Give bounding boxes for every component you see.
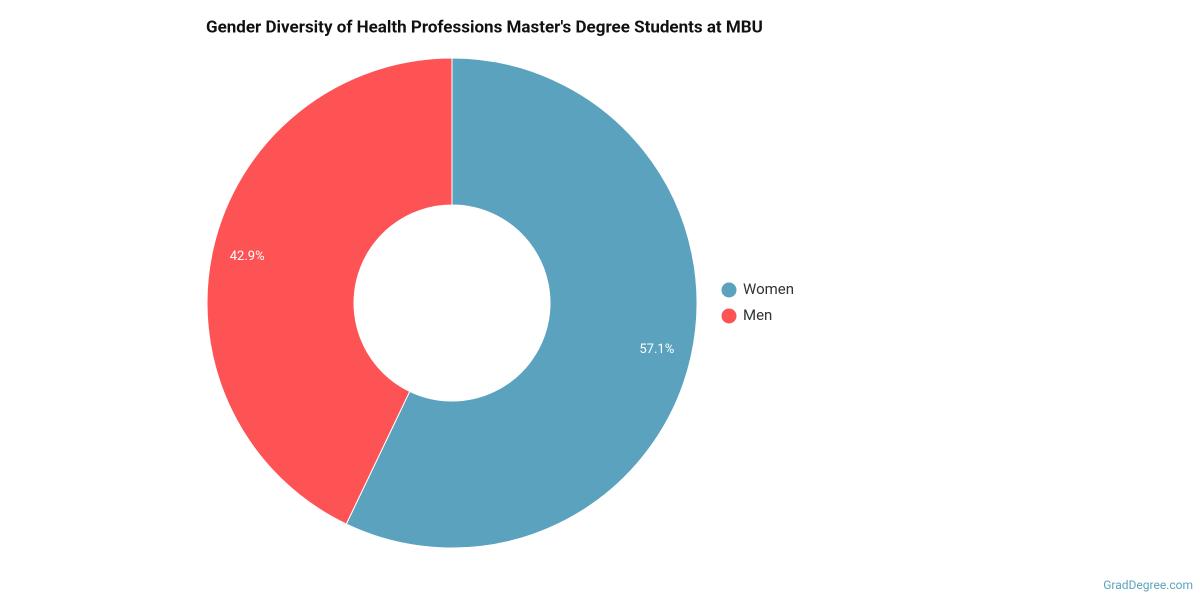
credit[interactable]: GradDegree.com <box>1103 578 1193 592</box>
data-label: 57.1% <box>639 342 674 357</box>
legend-label: Men <box>743 306 772 324</box>
legend-marker <box>721 282 737 298</box>
data-label: 42.9% <box>230 249 265 264</box>
chart-title: Gender Diversity of Health Professions M… <box>206 17 763 37</box>
legend-label: Women <box>743 280 794 298</box>
donut-segment <box>345 57 698 549</box>
legend-marker <box>721 308 737 324</box>
donut-segment <box>206 57 453 525</box>
